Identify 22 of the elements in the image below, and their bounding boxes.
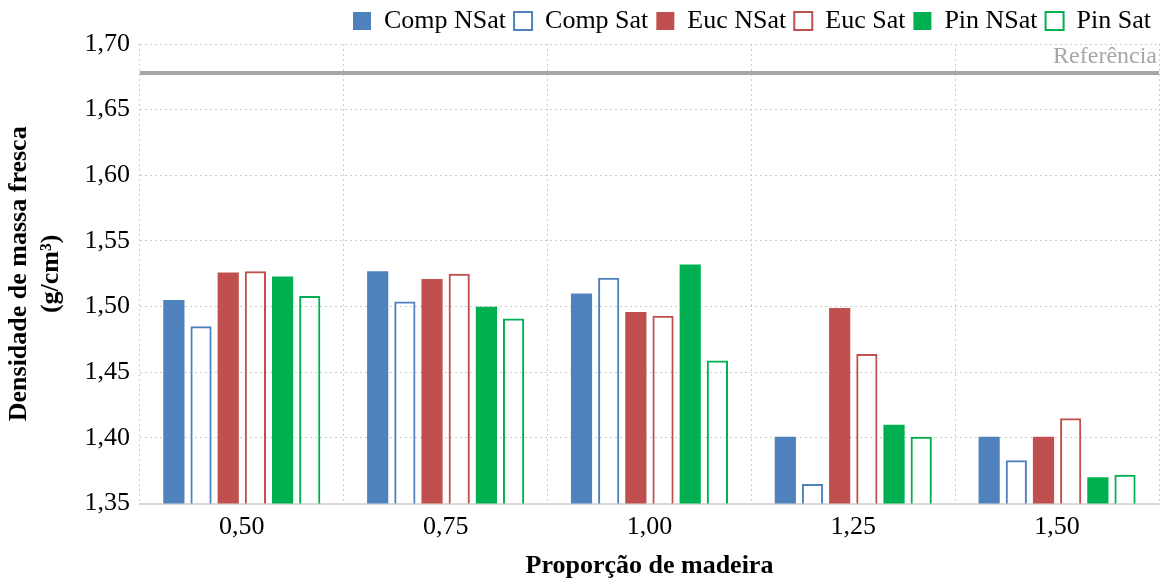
y-axis-title: Densidade de massa fresca (g/cm³) — [3, 126, 64, 422]
legend-label: Euc Sat — [825, 4, 907, 34]
legend-label: Pin Sat — [1076, 4, 1152, 34]
y-tick-label: 1,70 — [84, 27, 130, 57]
x-tick-label: 1,00 — [626, 511, 673, 541]
y-tick-label: 1,55 — [84, 224, 130, 254]
x-tick-label: 0,75 — [422, 511, 469, 541]
legend-label: Euc NSat — [687, 4, 788, 34]
y-tick-label: 1,45 — [84, 356, 130, 386]
y-tick-label: 1,50 — [84, 290, 130, 320]
y-tick-label: 1,65 — [84, 93, 130, 123]
y-tick-label: 1,60 — [84, 159, 130, 189]
legend-label: Comp Sat — [545, 4, 650, 34]
x-tick-label: 1,50 — [1034, 511, 1080, 541]
x-tick-label: 1,25 — [830, 511, 877, 541]
legend-label: Comp NSat — [383, 4, 507, 34]
y-tick-label: 1,40 — [84, 421, 130, 451]
x-tick-label: 0,50 — [219, 511, 265, 541]
legend-label: Pin NSat — [944, 4, 1039, 34]
ref-line-label: Referência — [1053, 42, 1158, 69]
y-tick-label: 1,35 — [84, 487, 130, 517]
x-axis-title: Proporção de madeira — [525, 550, 774, 580]
